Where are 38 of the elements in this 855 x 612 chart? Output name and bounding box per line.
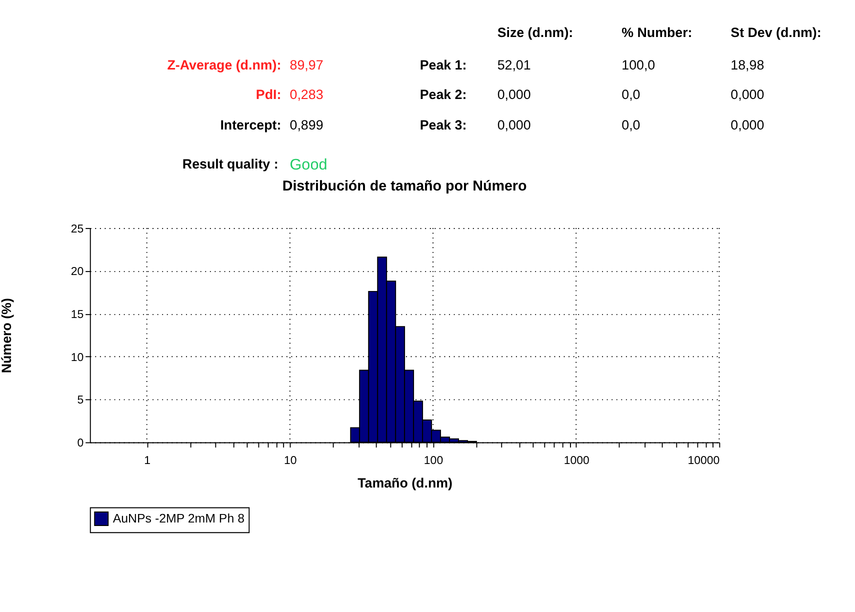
text: 0,000: [730, 118, 764, 133]
text: 100,0: [622, 57, 656, 72]
y-axis-title: Número (%): [0, 298, 14, 374]
y-tick-label: 5: [77, 394, 84, 407]
text: 0,0: [622, 86, 640, 102]
chart-title: Distribución de tamaño por Número: [282, 178, 527, 195]
x-tick-label: 10000: [688, 454, 720, 467]
text: % Number:: [622, 24, 692, 40]
text: Peak 3:: [420, 118, 467, 133]
x-tick-label: 100: [424, 454, 444, 467]
text: 52,01: [497, 57, 531, 72]
x-tick-label: 10: [284, 454, 297, 467]
text: 89,97: [290, 57, 324, 72]
text: Intercept:: [220, 118, 282, 133]
text: 0,000: [497, 118, 531, 133]
legend-label: AuNPs -2MP 2mM Ph 8: [112, 512, 245, 526]
text: 0,283: [290, 86, 324, 102]
text: 18,98: [730, 57, 764, 72]
text: Size (d.nm):: [497, 24, 574, 40]
text: Good: [290, 156, 328, 174]
text: 0,000: [730, 86, 764, 102]
y-tick-label: 15: [70, 309, 84, 322]
text: 0,0: [622, 118, 640, 133]
x-tick-label: 1: [144, 454, 151, 467]
text: St Dev (d.nm):: [730, 24, 822, 40]
x-tick-label: 1000: [564, 454, 590, 467]
text: Peak 2:: [420, 86, 467, 102]
y-tick-label: 10: [70, 352, 84, 364]
text: PdI:: [256, 86, 282, 102]
y-tick-label: 0: [77, 438, 84, 450]
text: Z-Average (d.nm):: [167, 57, 282, 72]
text: Result quality :: [182, 156, 278, 172]
text: 0,000: [497, 86, 531, 102]
text: Peak 1:: [420, 57, 467, 72]
y-tick-label: 20: [70, 266, 84, 278]
text: 0,899: [290, 118, 324, 133]
y-tick-label: 25: [70, 223, 84, 236]
x-axis-title: Tamaño (d.nm): [358, 476, 452, 491]
